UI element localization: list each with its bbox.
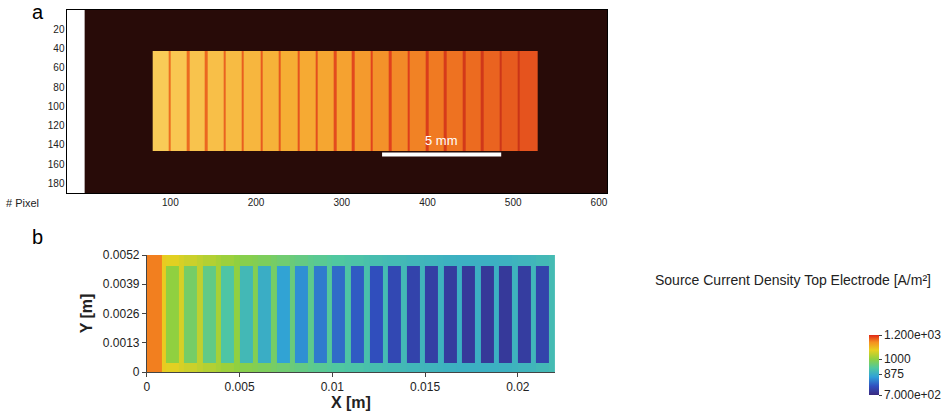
svg-text:0.0026: 0.0026 (103, 307, 140, 321)
svg-text:600: 600 (591, 197, 608, 208)
svg-text:1.200e+03: 1.200e+03 (884, 328, 941, 342)
svg-text:60: 60 (53, 62, 65, 73)
svg-text:120: 120 (48, 120, 65, 131)
svg-text:200: 200 (248, 197, 265, 208)
svg-text:0: 0 (133, 365, 140, 379)
svg-text:160: 160 (48, 159, 65, 170)
svg-text:100: 100 (162, 197, 179, 208)
svg-text:0.0052: 0.0052 (103, 248, 140, 262)
svg-text:300: 300 (333, 197, 350, 208)
svg-text:# Pixel: # Pixel (6, 197, 39, 209)
svg-text:180: 180 (48, 178, 65, 189)
svg-text:a: a (32, 1, 44, 23)
svg-text:40: 40 (53, 43, 65, 54)
svg-text:140: 140 (48, 139, 65, 150)
svg-text:875: 875 (884, 367, 904, 381)
svg-text:0: 0 (144, 380, 151, 394)
svg-text:400: 400 (419, 197, 436, 208)
svg-text:0.005: 0.005 (225, 380, 255, 394)
svg-text:0.01: 0.01 (321, 380, 345, 394)
svg-text:20: 20 (53, 24, 65, 35)
svg-text:0.02: 0.02 (506, 380, 530, 394)
svg-text:7.000e+02: 7.000e+02 (884, 388, 941, 402)
svg-text:0.015: 0.015 (410, 380, 440, 394)
svg-text:0.0039: 0.0039 (103, 277, 140, 291)
svg-text:1000: 1000 (884, 352, 911, 366)
svg-text:80: 80 (53, 82, 65, 93)
svg-text:X [m]: X [m] (331, 394, 371, 411)
svg-text:5 mm: 5 mm (425, 133, 458, 148)
svg-text:Source Current Density Top Ele: Source Current Density Top Electrode [A/… (655, 272, 931, 288)
svg-text:b: b (32, 226, 43, 248)
svg-text:Y [m]: Y [m] (78, 294, 95, 334)
svg-text:500: 500 (505, 197, 522, 208)
svg-text:0.0013: 0.0013 (103, 336, 140, 350)
svg-text:100: 100 (48, 101, 65, 112)
